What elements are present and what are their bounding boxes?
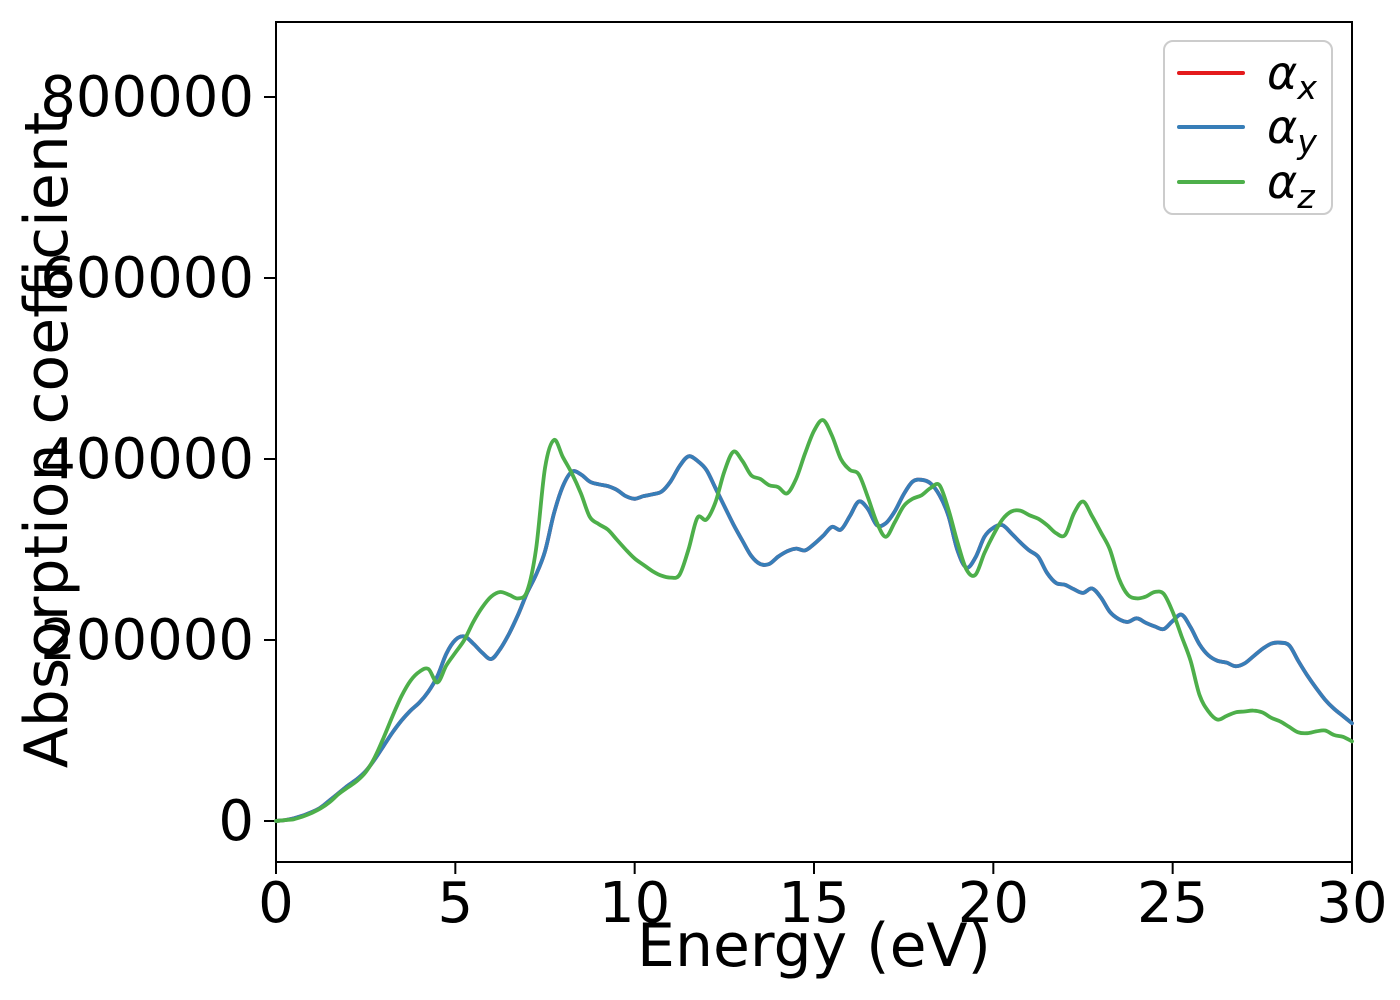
series-alpha-y (274, 454, 1354, 823)
y-tick-label: 600000 (40, 246, 254, 311)
y-tick-label: 400000 (40, 427, 254, 492)
legend-item-alpha-z: αz (1165, 154, 1331, 216)
x-tick-label: 10 (599, 871, 670, 936)
legend-label-alpha-x: αx (1267, 46, 1317, 108)
x-tick-label: 30 (1316, 871, 1387, 936)
x-tick-label: 15 (778, 871, 849, 936)
y-tick-label: 800000 (40, 65, 254, 130)
x-tick-label: 0 (258, 871, 294, 936)
legend: αx αy αz (1163, 40, 1333, 215)
y-tick-label: 200000 (40, 608, 254, 673)
x-axis-label: Energy (eV) (637, 911, 991, 981)
legend-item-alpha-y: αy (1165, 100, 1331, 162)
legend-line-alpha-x (1177, 71, 1245, 76)
x-tick-label: 20 (958, 871, 1029, 936)
legend-line-alpha-z (1177, 179, 1245, 184)
x-tick-label: 25 (1137, 871, 1208, 936)
legend-line-alpha-y (1177, 125, 1245, 130)
y-tick-label: 0 (218, 789, 254, 854)
series-alpha-z (274, 418, 1354, 823)
legend-label-alpha-z: αz (1267, 154, 1315, 216)
x-tick-label: 5 (438, 871, 474, 936)
y-axis-label: Absorption coefficient (12, 111, 82, 769)
legend-item-alpha-x: αx (1165, 46, 1331, 108)
legend-label-alpha-y: αy (1267, 100, 1317, 162)
series-alpha-x (274, 454, 1354, 823)
